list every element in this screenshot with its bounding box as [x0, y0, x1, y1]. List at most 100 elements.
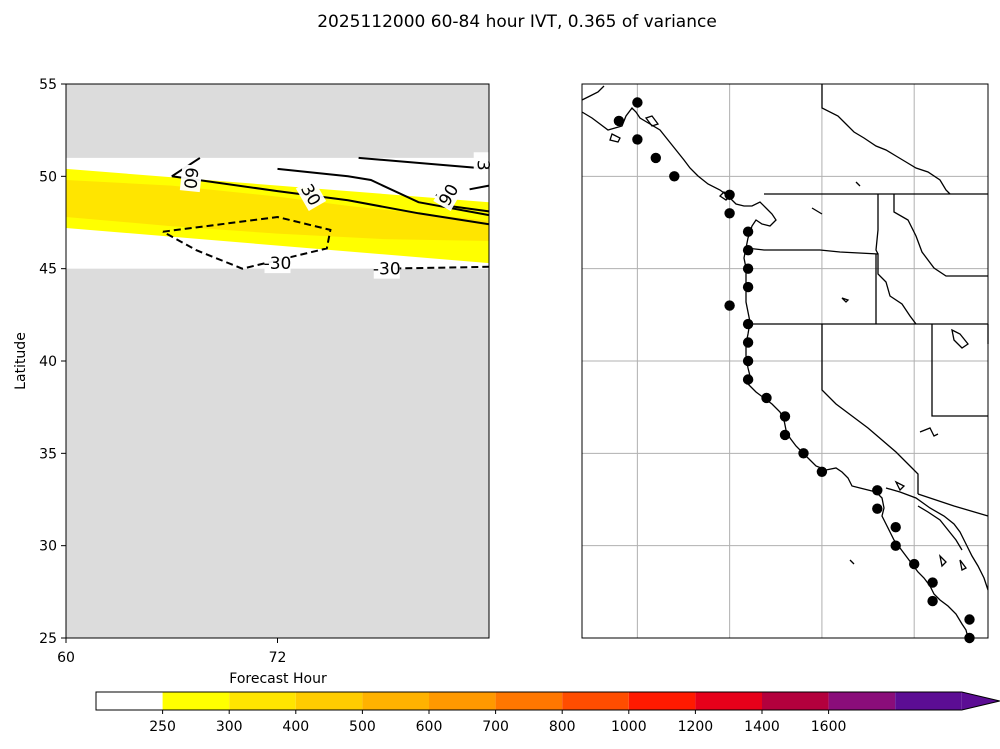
contour-label-4: -30 — [264, 254, 292, 274]
y-axis-ticks: 25 30 35 40 45 50 55 — [39, 77, 66, 647]
colorbar-tick-label: 600 — [416, 719, 443, 735]
map-point-18 — [779, 429, 791, 441]
contour-line-7 — [383, 265, 490, 270]
colorbar-extend-arrow — [961, 692, 1000, 710]
contour-label-bg — [295, 178, 327, 212]
map-point-4 — [669, 171, 680, 182]
colorbar-segment-8 — [628, 692, 696, 710]
border-id-wa — [875, 194, 879, 255]
y-tick-label: 30 — [39, 539, 57, 555]
lake-mead — [919, 427, 939, 437]
ivt-fill-300 — [66, 180, 489, 241]
map-point-24 — [890, 540, 901, 551]
map-point-5 — [724, 189, 735, 200]
map-point-0 — [632, 97, 643, 108]
island — [938, 554, 947, 568]
map-point-1 — [613, 115, 625, 127]
map-point-12 — [742, 318, 754, 330]
y-tick-label: 25 — [39, 631, 57, 647]
map-point-13 — [742, 337, 754, 348]
map-gridlines — [582, 84, 988, 638]
island — [609, 133, 621, 143]
map-point-6 — [724, 208, 735, 219]
colorbar-tick-label: 1000 — [611, 719, 647, 735]
x-axis-label: Forecast Hour — [229, 671, 327, 687]
map-point-3 — [650, 152, 661, 164]
colorbar-tick-label: 700 — [482, 719, 509, 735]
colorbar-tick-label: 400 — [282, 719, 309, 735]
map-point-8 — [742, 245, 754, 256]
y-tick-label: 50 — [39, 169, 57, 185]
colorbar: 250 300 400 500 600 700 800 1000 1200 1400 1600 — [95, 691, 1000, 735]
border-id-mt — [893, 194, 988, 277]
colorbar-tick-label: 500 — [349, 719, 376, 735]
border-nv-ut-az — [931, 324, 988, 417]
map-point-21 — [872, 485, 883, 496]
colorbar-segment-1 — [162, 692, 230, 710]
contour-line-1 — [171, 175, 490, 226]
map-point-markers — [613, 97, 975, 644]
border-bc-alberta — [821, 84, 951, 195]
y-tick-label: 45 — [39, 262, 57, 278]
map-point-9 — [742, 263, 754, 274]
contour-line-3 — [469, 184, 490, 191]
colorbar-segment-0 — [96, 692, 163, 710]
lake — [841, 297, 850, 303]
border-wa-or — [745, 247, 917, 325]
map-point-26 — [927, 577, 938, 588]
island — [811, 207, 823, 215]
map-point-14 — [742, 355, 754, 367]
x-axis-ticks: 60 72 — [57, 638, 286, 666]
island — [644, 115, 660, 127]
map-point-15 — [742, 374, 754, 385]
island — [959, 559, 967, 571]
border-ca-nv — [821, 324, 919, 494]
colorbar-segment-5 — [429, 692, 496, 710]
gulf-coast-inner — [917, 505, 963, 551]
island — [849, 559, 855, 565]
colorbar-tick-label: 300 — [216, 719, 243, 735]
contour-line-2 — [277, 167, 490, 217]
map-point-7 — [742, 226, 754, 237]
map-axes-frame — [581, 83, 989, 639]
map-point-27 — [927, 595, 938, 607]
lake-great-salt — [951, 328, 969, 349]
y-tick-label: 55 — [39, 77, 57, 93]
colorbar-segment-12 — [895, 692, 962, 710]
contour-label-0: 60 — [179, 166, 201, 190]
gulf-coast — [885, 487, 989, 591]
map-point-20 — [816, 466, 828, 477]
map-point-25 — [909, 558, 920, 570]
x-tick-label: 72 — [269, 650, 287, 666]
island — [894, 480, 906, 492]
y-tick-label: 35 — [39, 446, 57, 462]
colorbar-segment-11 — [828, 692, 896, 710]
colorbar-segment-10 — [762, 692, 829, 710]
contour-label-bg — [179, 164, 203, 193]
map-point-2 — [632, 134, 643, 145]
figure-title: 2025112000 60-84 hour IVT, 0.365 of vari… — [317, 12, 717, 32]
contour-label-3: 3 — [473, 160, 493, 171]
map-point-10 — [742, 281, 754, 293]
contour-label-bg — [264, 253, 291, 274]
colorbar-tick-label: 1400 — [744, 719, 780, 735]
colorbar-outline — [95, 691, 1000, 711]
border-us-mexico — [917, 493, 989, 517]
y-tick-label: 40 — [39, 354, 57, 370]
coastline — [581, 85, 969, 639]
map-panel — [581, 83, 989, 644]
colorbar-segment-4 — [362, 692, 429, 710]
colorbar-segment-3 — [295, 692, 363, 710]
x-tick-label: 60 — [57, 650, 75, 666]
map-point-23 — [890, 522, 901, 533]
contour-line-5 — [358, 156, 490, 170]
y-axis-label: Latitude — [13, 332, 29, 390]
colorbar-segment-2 — [229, 692, 296, 710]
map-point-17 — [779, 411, 791, 422]
colorbar-tick-label: 800 — [549, 719, 576, 735]
colorbar-tick-label: 1600 — [811, 719, 847, 735]
colorbar-tick-label: 250 — [149, 719, 176, 735]
